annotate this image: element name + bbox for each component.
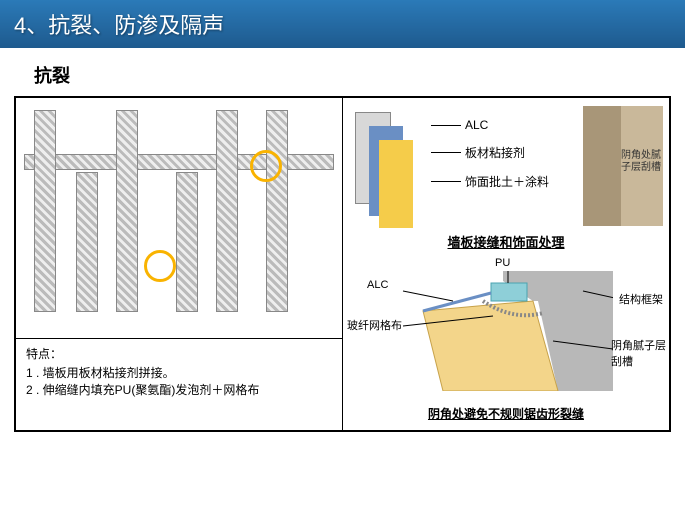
caption-2: 阴角处避免不规则锯齿形裂缝 xyxy=(343,401,669,430)
layer-legend-area: ALC 板材粘接剂 饰面批土＋涂料 阴角处腻子层刮槽 xyxy=(343,98,669,226)
legend-alc: ALC xyxy=(427,118,583,132)
header-title: 4、抗裂、防渗及隔声 xyxy=(14,13,224,38)
left-panel: 特点： 1 . 墙板用板材粘接剂拼接。 2 . 伸缩缝内填充PU(聚氨酯)发泡剂… xyxy=(16,98,343,430)
right-panel: ALC 板材粘接剂 饰面批土＋涂料 阴角处腻子层刮槽 墙板接缝和饰面处理 xyxy=(343,98,669,430)
wall-cross-section xyxy=(16,98,342,338)
wall-pillar xyxy=(34,110,56,312)
wall-pillar xyxy=(216,110,238,312)
wall-pillar xyxy=(266,110,288,312)
corner-detail: PU ALC 玻纤网格布 结构框架 阴角腻子层刮槽 xyxy=(343,261,669,401)
highlight-circle xyxy=(144,250,176,282)
photo-label: 阴角处腻子层刮槽 xyxy=(621,150,661,174)
note-line: 2 . 伸缩缝内填充PU(聚氨酯)发泡剂＋网格布 xyxy=(26,381,332,398)
note-line: 1 . 墙板用板材粘接剂拼接。 xyxy=(26,364,332,381)
layer-labels: ALC 板材粘接剂 饰面批土＋涂料 xyxy=(419,106,583,226)
label-frame: 结构框架 xyxy=(619,291,663,307)
layer-stack-diagram xyxy=(349,106,419,226)
legend-putty: 饰面批土＋涂料 xyxy=(427,173,583,190)
label-pu: PU xyxy=(495,257,510,269)
corner-photo: 阴角处腻子层刮槽 xyxy=(583,106,663,226)
main-figure: 特点： 1 . 墙板用板材粘接剂拼接。 2 . 伸缩缝内填充PU(聚氨酯)发泡剂… xyxy=(14,96,671,432)
page-header: 4、抗裂、防渗及隔声 xyxy=(0,0,685,48)
wall-pillar xyxy=(176,172,198,312)
corner-svg xyxy=(383,271,613,391)
notes-title: 特点： xyxy=(26,345,332,362)
label-mesh: 玻纤网格布 xyxy=(347,317,402,333)
label-alc: ALC xyxy=(367,279,388,291)
putty-layer xyxy=(379,140,413,228)
notes-block: 特点： 1 . 墙板用板材粘接剂拼接。 2 . 伸缩缝内填充PU(聚氨酯)发泡剂… xyxy=(16,338,342,408)
highlight-circle xyxy=(250,150,282,182)
section-title: 抗裂 xyxy=(0,48,685,96)
label-groove: 阴角腻子层刮槽 xyxy=(611,337,671,369)
wall-pillar xyxy=(116,110,138,312)
wall-pillar xyxy=(76,172,98,312)
caption-1: 墙板接缝和饰面处理 xyxy=(343,232,669,251)
legend-glue: 板材粘接剂 xyxy=(427,144,583,161)
